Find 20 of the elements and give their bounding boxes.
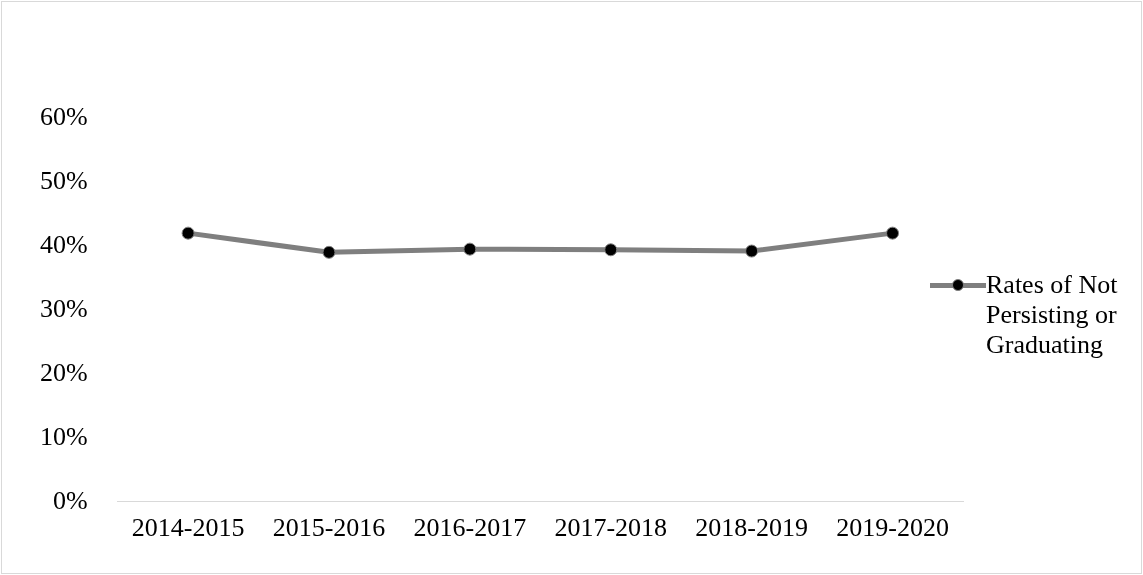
point [322, 245, 336, 259]
x-tick-label: 2016-2017 [413, 513, 527, 543]
point [886, 226, 900, 240]
x-tick-label: 2014-2015 [131, 513, 245, 543]
y-tick-label: 10% [39, 421, 88, 451]
y-tick-label: 50% [39, 165, 88, 195]
x-tick-label: 2015-2016 [272, 513, 386, 543]
y-tick-label: 60% [39, 101, 88, 131]
y-tick-label: 40% [39, 229, 88, 259]
x-tick-label: 2019-2020 [836, 513, 949, 543]
y-tick-label: 30% [39, 293, 88, 323]
y-tick-label: 0% [52, 485, 88, 515]
x-tick-label: 2017-2018 [554, 513, 668, 543]
point [181, 226, 195, 240]
y-tick-label: 20% [39, 357, 88, 387]
point [604, 243, 618, 257]
point [463, 242, 477, 256]
x-tick-label: 2018-2019 [695, 513, 808, 543]
point [745, 244, 759, 258]
legend-label: Rates of Not Persisting or Graduating [986, 270, 1119, 360]
